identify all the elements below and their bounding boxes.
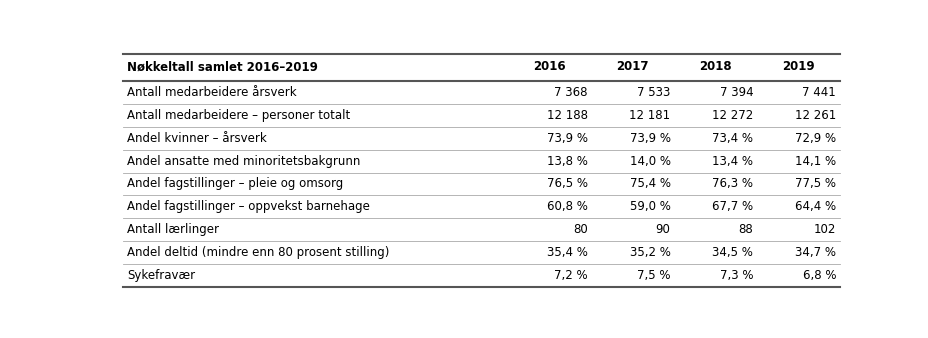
- Text: 72,9 %: 72,9 %: [794, 132, 835, 145]
- Text: 2016: 2016: [533, 60, 565, 73]
- Text: 14,0 %: 14,0 %: [629, 154, 670, 168]
- Text: 90: 90: [655, 223, 670, 236]
- Text: Sykefravær: Sykefravær: [127, 269, 195, 282]
- Text: 76,3 %: 76,3 %: [712, 177, 753, 191]
- Text: 7,3 %: 7,3 %: [719, 269, 753, 282]
- Text: Andel ansatte med minoritetsbakgrunn: Andel ansatte med minoritetsbakgrunn: [127, 154, 360, 168]
- Text: 7 441: 7 441: [802, 86, 835, 99]
- Text: 13,8 %: 13,8 %: [547, 154, 587, 168]
- Text: 77,5 %: 77,5 %: [794, 177, 835, 191]
- Text: 12 261: 12 261: [794, 109, 835, 122]
- Text: 12 188: 12 188: [546, 109, 587, 122]
- Text: Antall medarbeidere – personer totalt: Antall medarbeidere – personer totalt: [127, 109, 350, 122]
- Text: 59,0 %: 59,0 %: [629, 200, 670, 213]
- Text: Andel deltid (mindre enn 80 prosent stilling): Andel deltid (mindre enn 80 prosent stil…: [127, 246, 389, 259]
- Text: 13,4 %: 13,4 %: [712, 154, 753, 168]
- Text: 7,5 %: 7,5 %: [637, 269, 670, 282]
- Text: Antall medarbeidere årsverk: Antall medarbeidere årsverk: [127, 86, 296, 99]
- Text: 73,4 %: 73,4 %: [712, 132, 753, 145]
- Text: 2018: 2018: [699, 60, 731, 73]
- Text: 35,4 %: 35,4 %: [547, 246, 587, 259]
- Text: 34,7 %: 34,7 %: [794, 246, 835, 259]
- Text: 102: 102: [813, 223, 835, 236]
- Text: 80: 80: [573, 223, 587, 236]
- Text: 7 394: 7 394: [719, 86, 753, 99]
- Text: 7 533: 7 533: [637, 86, 670, 99]
- Text: 76,5 %: 76,5 %: [546, 177, 587, 191]
- Text: 73,9 %: 73,9 %: [629, 132, 670, 145]
- Text: 35,2 %: 35,2 %: [629, 246, 670, 259]
- Text: 12 181: 12 181: [628, 109, 670, 122]
- Text: 60,8 %: 60,8 %: [547, 200, 587, 213]
- Text: 64,4 %: 64,4 %: [794, 200, 835, 213]
- Text: 73,9 %: 73,9 %: [546, 132, 587, 145]
- Text: 2019: 2019: [781, 60, 814, 73]
- Text: 12 272: 12 272: [711, 109, 753, 122]
- Text: 7 368: 7 368: [554, 86, 587, 99]
- Text: Andel fagstillinger – pleie og omsorg: Andel fagstillinger – pleie og omsorg: [127, 177, 342, 191]
- Text: 75,4 %: 75,4 %: [629, 177, 670, 191]
- Text: 7,2 %: 7,2 %: [553, 269, 587, 282]
- Text: 14,1 %: 14,1 %: [794, 154, 835, 168]
- Text: Antall lærlinger: Antall lærlinger: [127, 223, 219, 236]
- Text: Andel kvinner – årsverk: Andel kvinner – årsverk: [127, 132, 266, 145]
- Text: Nøkkeltall samlet 2016–2019: Nøkkeltall samlet 2016–2019: [127, 60, 317, 73]
- Text: 2017: 2017: [616, 60, 649, 73]
- Text: 88: 88: [738, 223, 753, 236]
- Text: 6,8 %: 6,8 %: [802, 269, 835, 282]
- Text: Andel fagstillinger – oppvekst barnehage: Andel fagstillinger – oppvekst barnehage: [127, 200, 369, 213]
- Text: 34,5 %: 34,5 %: [712, 246, 753, 259]
- Text: 67,7 %: 67,7 %: [712, 200, 753, 213]
